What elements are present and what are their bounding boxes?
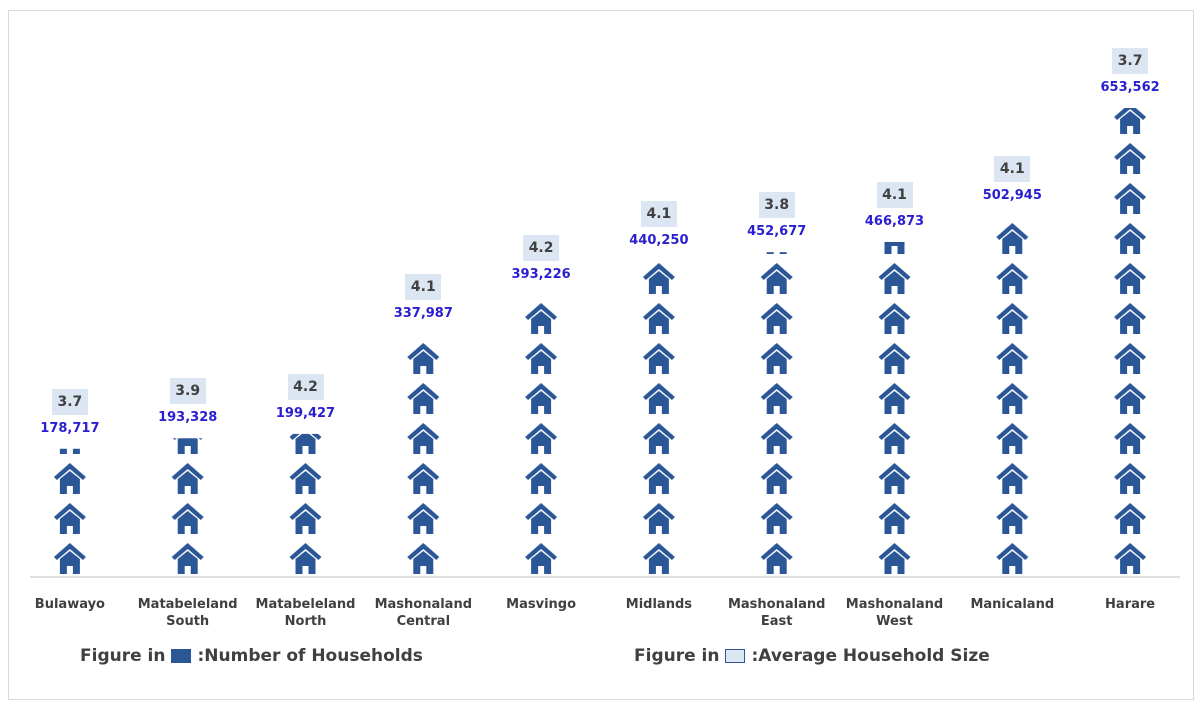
bar (403, 334, 444, 576)
avg-size-label: 4.1 (640, 201, 677, 228)
avg-size-label: 4.2 (523, 234, 560, 261)
legend-item: Figure in :Number of Households (80, 646, 423, 666)
legend-swatch (725, 649, 746, 663)
avg-size-label: 3.9 (169, 378, 206, 405)
x-tick-label: Matabeleland South (137, 597, 238, 629)
bar (49, 448, 90, 576)
value-label: 337,987 (393, 306, 453, 322)
x-tick-label: Bulawayo (34, 597, 105, 612)
bar (638, 261, 679, 576)
frame (8, 10, 1194, 700)
x-tick-label: Manicaland (970, 597, 1055, 612)
avg-size-label: 3.7 (1112, 48, 1149, 74)
bar (167, 438, 208, 576)
bar (992, 216, 1033, 576)
x-tick-label: Mashonaland West (845, 597, 944, 629)
value-label: 193,328 (158, 410, 218, 426)
bar (756, 252, 797, 576)
x-tick-label: Mashonaland East (727, 597, 826, 629)
avg-size-label: 4.2 (287, 373, 324, 400)
value-label: 440,250 (629, 233, 689, 249)
x-tick-label: Masvingo (506, 597, 577, 612)
value-label: 502,945 (982, 188, 1042, 204)
legend-label: :Number of Households (197, 646, 423, 666)
legend-item: Figure in :Average Household Size (634, 646, 990, 666)
legend-prefix: Figure in (634, 646, 720, 666)
bar (285, 433, 326, 576)
value-label: 393,226 (511, 266, 571, 282)
avg-size-label: 4.1 (405, 274, 442, 301)
avg-size-label: 3.8 (758, 192, 795, 219)
value-label: 452,677 (747, 224, 807, 240)
avg-size-label: 4.1 (994, 156, 1031, 183)
avg-size-label: 3.7 (51, 388, 88, 415)
x-tick-label: Harare (1105, 597, 1156, 612)
legend-prefix: Figure in (80, 646, 166, 666)
value-label: 199,427 (275, 405, 336, 421)
avg-size-label: 4.1 (876, 181, 913, 208)
value-label: 466,873 (864, 213, 925, 229)
x-tick-label: Midlands (625, 597, 692, 612)
value-label: 653,562 (1100, 80, 1160, 95)
x-tick-label: Mashonaland Central (374, 597, 473, 629)
bar (874, 241, 915, 576)
bar (1110, 108, 1151, 576)
bar (521, 294, 562, 576)
value-label: 178,717 (40, 420, 100, 436)
legend-swatch (171, 649, 192, 663)
legend-label: :Average Household Size (751, 646, 990, 666)
x-tick-label: Matabeleland North (255, 597, 356, 629)
